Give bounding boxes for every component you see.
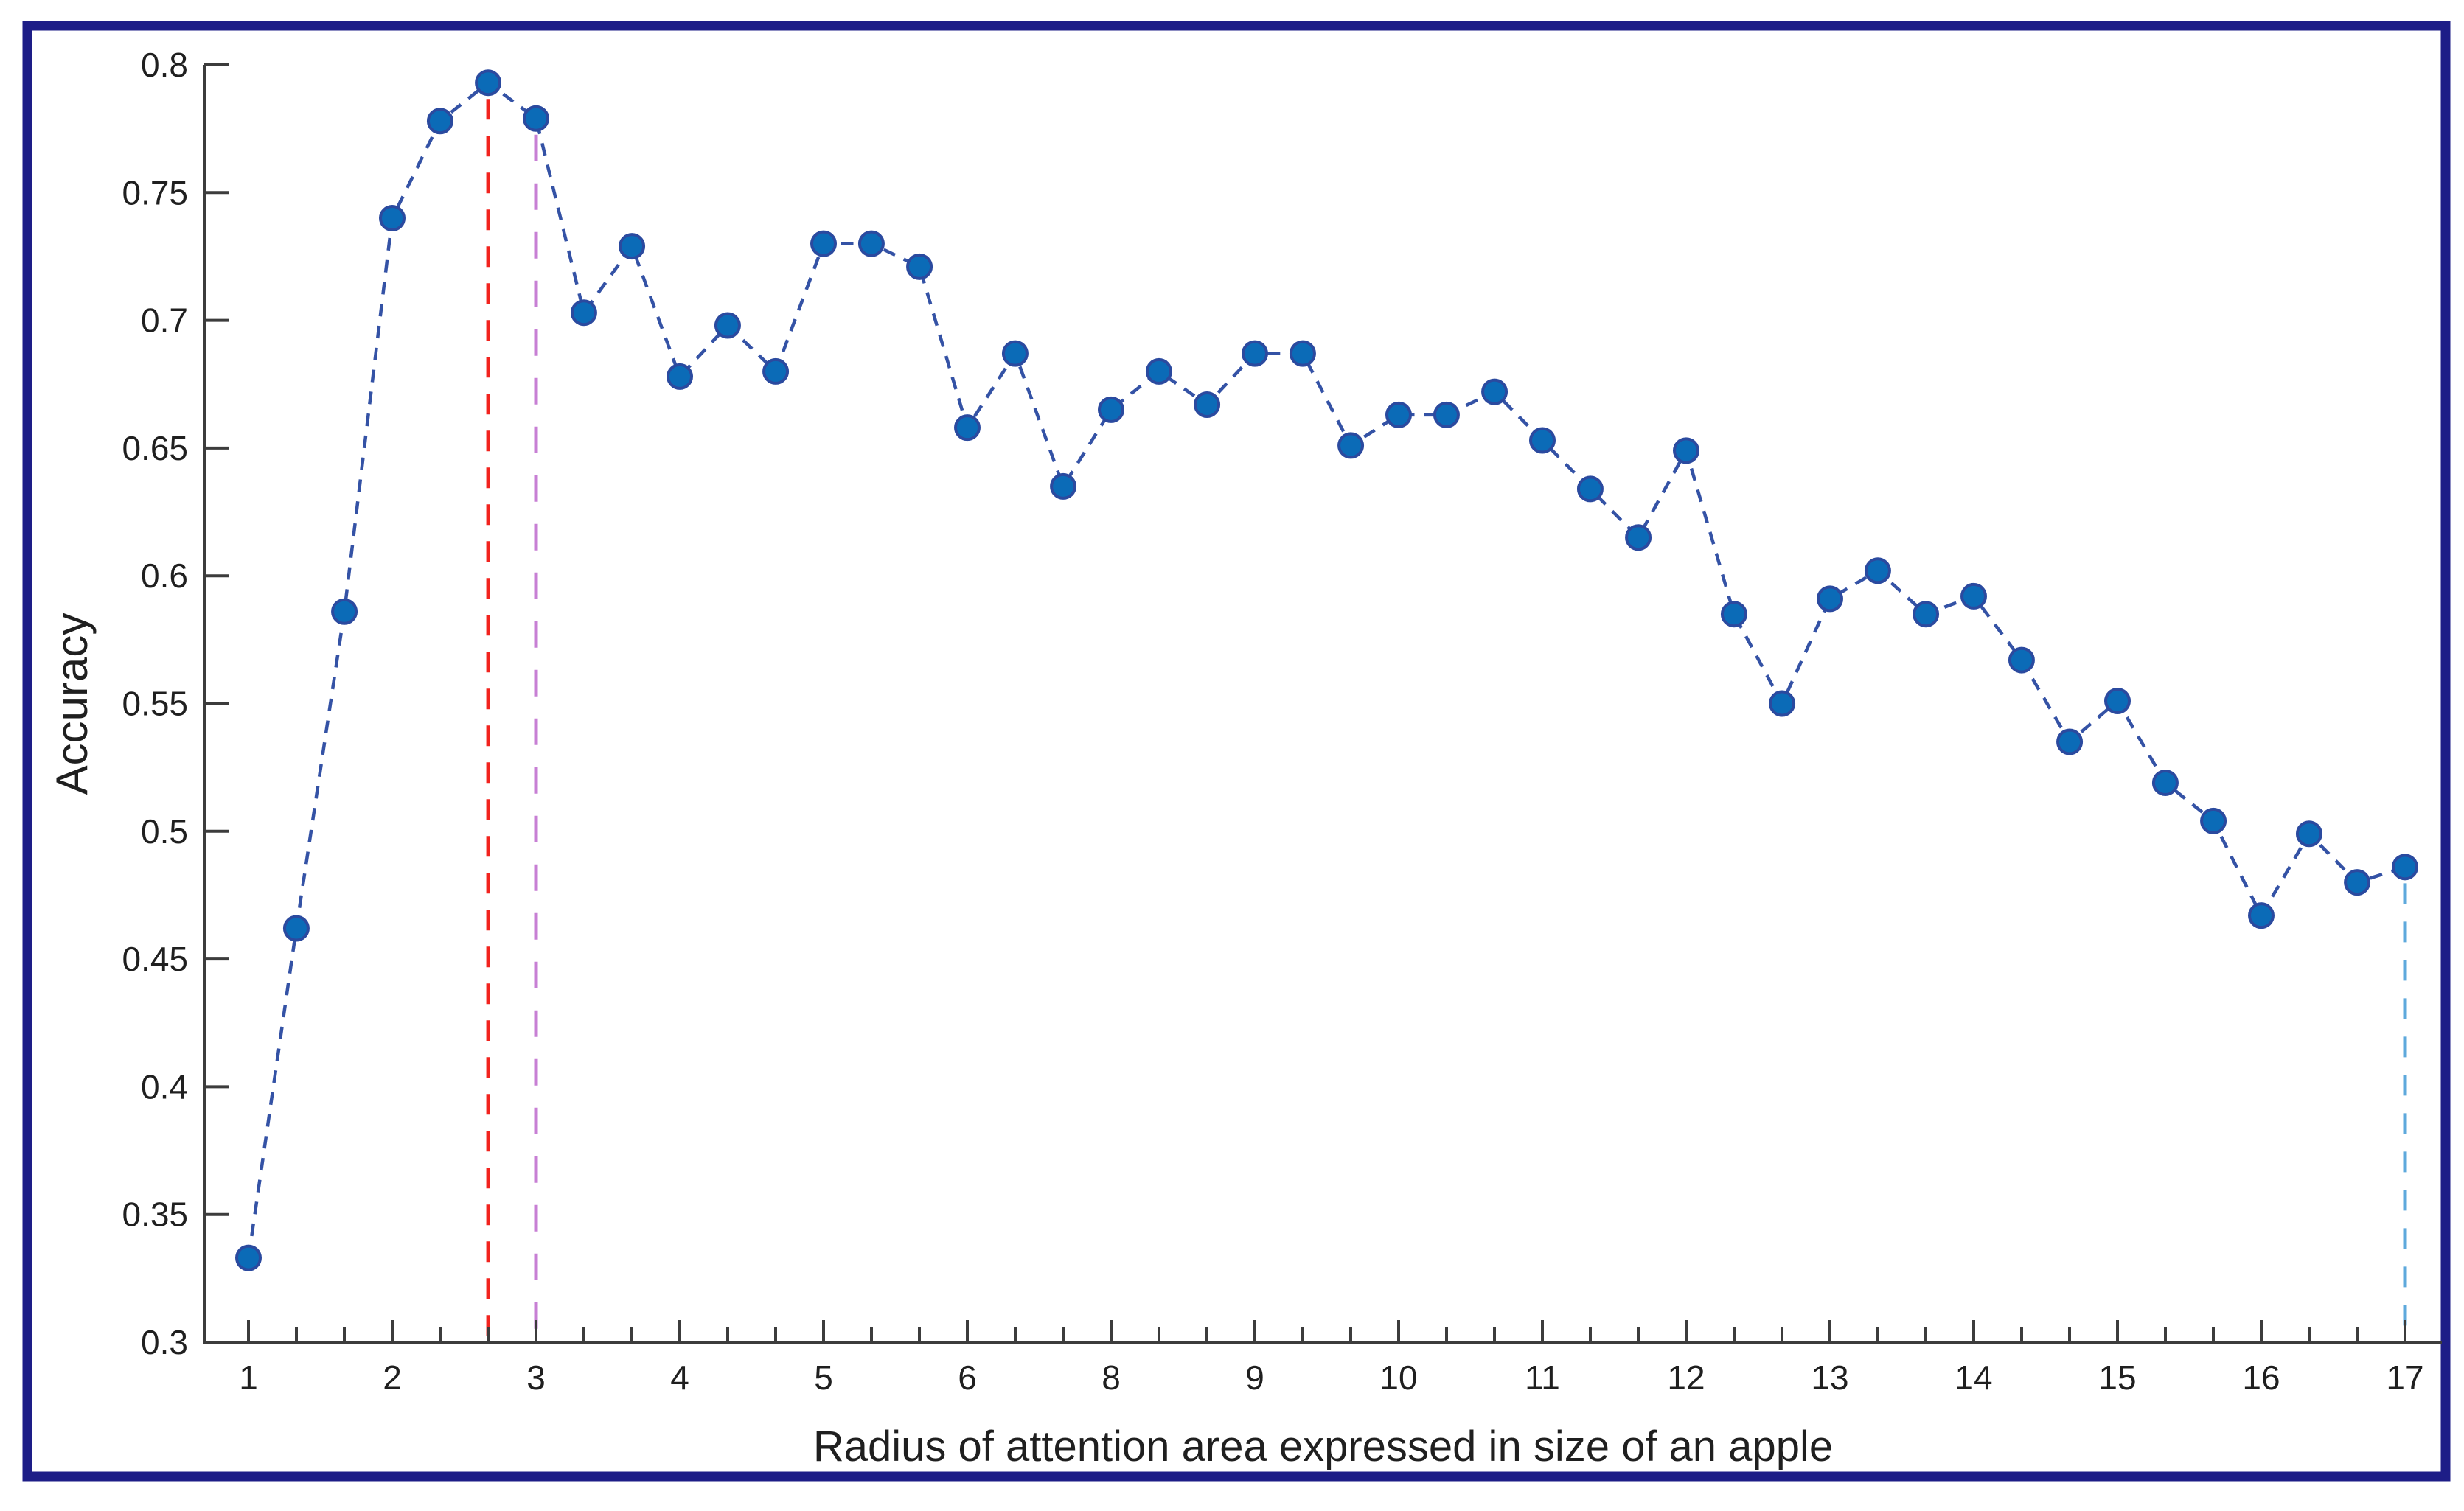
x-tick-label: 9 (1245, 1358, 1264, 1397)
axes-group: 0.80.750.70.650.60.550.50.450.40.350.31 2… (122, 46, 2442, 1397)
data-point-marker (1145, 357, 1172, 385)
data-point-marker (2151, 769, 2179, 796)
data-point-marker (619, 233, 646, 260)
data-point-marker (1769, 690, 1796, 717)
data-point-marker (1194, 391, 1221, 418)
y-axis-title: Accuracy (47, 613, 97, 795)
data-point-marker (1433, 401, 1460, 428)
data-point-marker (1098, 396, 1124, 423)
data-point-marker (2248, 902, 2275, 929)
data-point-marker (1576, 475, 1604, 503)
data-point-marker (282, 915, 310, 942)
data-point-marker (235, 1244, 262, 1271)
reference-lines-group (486, 99, 2407, 1341)
slide-border (22, 21, 2451, 1482)
data-point-marker (1864, 557, 1891, 584)
y-tick-label: 0.75 (122, 173, 188, 212)
data-point-marker (2104, 688, 2131, 715)
data-point-marker (667, 363, 693, 390)
y-tick-label: 0.8 (141, 46, 188, 84)
x-tick-label: 17 (2386, 1358, 2423, 1397)
data-point-marker (2056, 728, 2084, 756)
x-tick-label: 11 (1525, 1358, 1560, 1397)
data-point-marker (1481, 378, 1508, 405)
x-tick-label: 8 (1102, 1358, 1121, 1397)
x-tick-label: 16 (2242, 1358, 2280, 1397)
data-point-marker (2295, 820, 2322, 848)
data-series-group (235, 69, 2418, 1271)
x-tick-label: 13 (1811, 1358, 1848, 1397)
data-point-marker (570, 299, 597, 327)
data-point-marker (1385, 401, 1412, 428)
data-point-marker (1001, 340, 1029, 367)
x-tick-label: 2 (383, 1358, 402, 1397)
data-point-marker (1242, 340, 1268, 367)
x-tick-label: 15 (2098, 1358, 2136, 1397)
data-point-marker (1720, 601, 1747, 628)
y-tick-label: 0.65 (122, 429, 188, 467)
data-point-marker (331, 598, 358, 625)
y-tick-label: 0.45 (122, 940, 188, 978)
data-point-marker (1960, 582, 1987, 610)
data-point-marker (954, 414, 981, 442)
data-point-marker (1289, 340, 1316, 367)
data-point-marker (1817, 585, 1843, 613)
data-point-marker (762, 357, 790, 385)
y-tick-label: 0.4 (141, 1067, 188, 1106)
data-point-marker (2200, 807, 2227, 834)
data-point-marker (523, 105, 549, 132)
data-point-marker (1050, 472, 1077, 500)
x-axis-title: Radius of attention area expressed in si… (813, 1423, 1833, 1470)
data-point-marker (1673, 437, 1699, 464)
y-tick-label: 0.5 (141, 812, 188, 851)
data-point-marker (379, 204, 406, 231)
x-tick-label: 6 (958, 1358, 977, 1397)
data-point-marker (2344, 869, 2371, 896)
data-point-marker (1625, 524, 1652, 551)
x-tick-label: 5 (814, 1358, 833, 1397)
data-point-marker (1913, 601, 1940, 628)
data-point-marker (475, 69, 502, 97)
data-point-marker (906, 253, 933, 280)
x-tick-label: 14 (1955, 1358, 1992, 1397)
data-point-marker (1529, 427, 1556, 454)
data-point-marker (857, 230, 885, 257)
data-point-marker (810, 230, 837, 257)
x-tick-label: 3 (526, 1358, 546, 1397)
data-point-marker (714, 312, 741, 339)
x-tick-label: 12 (1667, 1358, 1705, 1397)
y-tick-label: 0.7 (141, 301, 188, 340)
y-tick-label: 0.3 (141, 1323, 188, 1361)
y-tick-label: 0.6 (141, 556, 188, 595)
x-tick-label: 4 (670, 1358, 689, 1397)
y-tick-label: 0.35 (122, 1196, 188, 1234)
data-point-marker (1337, 432, 1365, 459)
x-tick-label: 1 (239, 1358, 258, 1397)
y-tick-label: 0.55 (122, 685, 188, 723)
data-point-marker (426, 108, 453, 135)
x-tick-label: 10 (1379, 1358, 1417, 1397)
data-point-marker (2392, 854, 2418, 881)
series-dashed-line (246, 80, 2406, 1258)
data-point-marker (2008, 646, 2035, 674)
